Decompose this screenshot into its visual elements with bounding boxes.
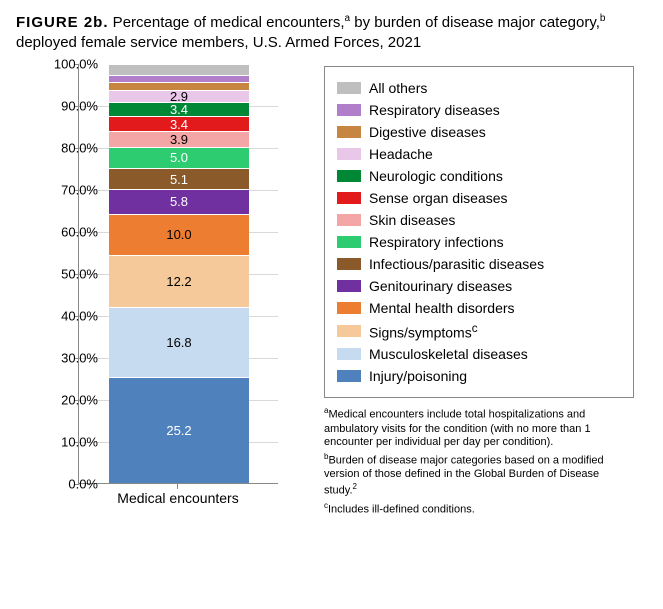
- legend-item: Musculoskeletal diseases: [337, 343, 621, 365]
- bar-segment: [109, 82, 249, 90]
- legend-item: Infectious/parasitic diseases: [337, 253, 621, 275]
- legend-swatch: [337, 170, 361, 182]
- stacked-bar: 25.216.812.210.05.85.15.03.93.43.42.9: [109, 64, 249, 483]
- figure-title: FIGURE 2b. Percentage of medical encount…: [16, 12, 647, 54]
- plot-area: 25.216.812.210.05.85.15.03.93.43.42.9: [78, 64, 278, 484]
- legend-label: Signs/symptomsc: [369, 322, 478, 341]
- legend-swatch: [337, 348, 361, 360]
- x-tick: [177, 484, 178, 489]
- bar-segment: 3.9: [109, 131, 249, 147]
- legend-swatch: [337, 370, 361, 382]
- bar-segment: [109, 75, 249, 82]
- legend-item: Genitourinary diseases: [337, 275, 621, 297]
- legend-item: Digestive diseases: [337, 121, 621, 143]
- y-tick-label: 30.0%: [44, 350, 98, 365]
- legend-label: Infectious/parasitic diseases: [369, 256, 544, 272]
- bar-segment: 12.2: [109, 255, 249, 306]
- y-tick-label: 70.0%: [44, 182, 98, 197]
- chart-container: % of total 25.216.812.210.05.85.15.03.93…: [16, 64, 647, 534]
- legend-swatch: [337, 236, 361, 248]
- bar-segment: 3.4: [109, 102, 249, 116]
- legend-swatch: [337, 148, 361, 160]
- bar-segment: 25.2: [109, 377, 249, 483]
- y-tick-label: 20.0%: [44, 392, 98, 407]
- footnotes: aMedical encounters include total hospit…: [324, 406, 634, 517]
- x-axis-label: Medical encounters: [78, 490, 278, 506]
- legend-item: Signs/symptomsc: [337, 319, 621, 344]
- legend-item: Sense organ diseases: [337, 187, 621, 209]
- chart-area: % of total 25.216.812.210.05.85.15.03.93…: [16, 64, 306, 534]
- legend-label: Musculoskeletal diseases: [369, 346, 528, 362]
- y-tick-label: 40.0%: [44, 308, 98, 323]
- legend-swatch: [337, 280, 361, 292]
- legend-label: All others: [369, 80, 427, 96]
- legend-swatch: [337, 325, 361, 337]
- y-tick-label: 60.0%: [44, 224, 98, 239]
- bar-segment: 10.0: [109, 214, 249, 256]
- bar-segment: 3.4: [109, 116, 249, 130]
- legend-swatch: [337, 214, 361, 226]
- legend-label: Mental health disorders: [369, 300, 515, 316]
- y-tick-label: 80.0%: [44, 140, 98, 155]
- legend-swatch: [337, 302, 361, 314]
- legend-swatch: [337, 104, 361, 116]
- legend-label: Digestive diseases: [369, 124, 486, 140]
- right-column: All others Respiratory diseases Digestive …: [324, 64, 634, 520]
- y-tick-label: 100.0%: [44, 56, 98, 71]
- y-tick-label: 50.0%: [44, 266, 98, 281]
- bar-segment: 5.8: [109, 189, 249, 213]
- legend-swatch: [337, 192, 361, 204]
- legend-label: Respiratory diseases: [369, 102, 500, 118]
- legend-label: Respiratory infections: [369, 234, 504, 250]
- legend-swatch: [337, 258, 361, 270]
- y-tick-label: 0.0%: [44, 476, 98, 491]
- y-tick-label: 10.0%: [44, 434, 98, 449]
- legend-label: Neurologic conditions: [369, 168, 503, 184]
- footnote-a: aMedical encounters include total hospit…: [324, 406, 634, 450]
- footnote-b: bBurden of disease major categories base…: [324, 452, 634, 499]
- legend-label: Headache: [369, 146, 433, 162]
- y-tick-label: 90.0%: [44, 98, 98, 113]
- legend-label: Genitourinary diseases: [369, 278, 512, 294]
- legend: All others Respiratory diseases Digestive …: [324, 66, 634, 399]
- legend-label: Injury/poisoning: [369, 368, 467, 384]
- legend-swatch: [337, 126, 361, 138]
- legend-item: Respiratory diseases: [337, 99, 621, 121]
- bar-segment: [109, 64, 249, 76]
- bar-segment: 2.9: [109, 90, 249, 102]
- figure-label: FIGURE 2b.: [16, 14, 109, 31]
- legend-label: Skin diseases: [369, 212, 455, 228]
- footnote-c: cIncludes ill-defined conditions.: [324, 501, 634, 517]
- legend-item: Neurologic conditions: [337, 165, 621, 187]
- legend-item: Mental health disorders: [337, 297, 621, 319]
- bar-segment: 16.8: [109, 307, 249, 377]
- legend-item: Headache: [337, 143, 621, 165]
- bar-segment: 5.1: [109, 168, 249, 189]
- legend-label: Sense organ diseases: [369, 190, 508, 206]
- legend-item: Injury/poisoning: [337, 365, 621, 387]
- legend-item: Respiratory infections: [337, 231, 621, 253]
- legend-swatch: [337, 82, 361, 94]
- legend-item: All others: [337, 77, 621, 99]
- bar-segment: 5.0: [109, 147, 249, 168]
- legend-item: Skin diseases: [337, 209, 621, 231]
